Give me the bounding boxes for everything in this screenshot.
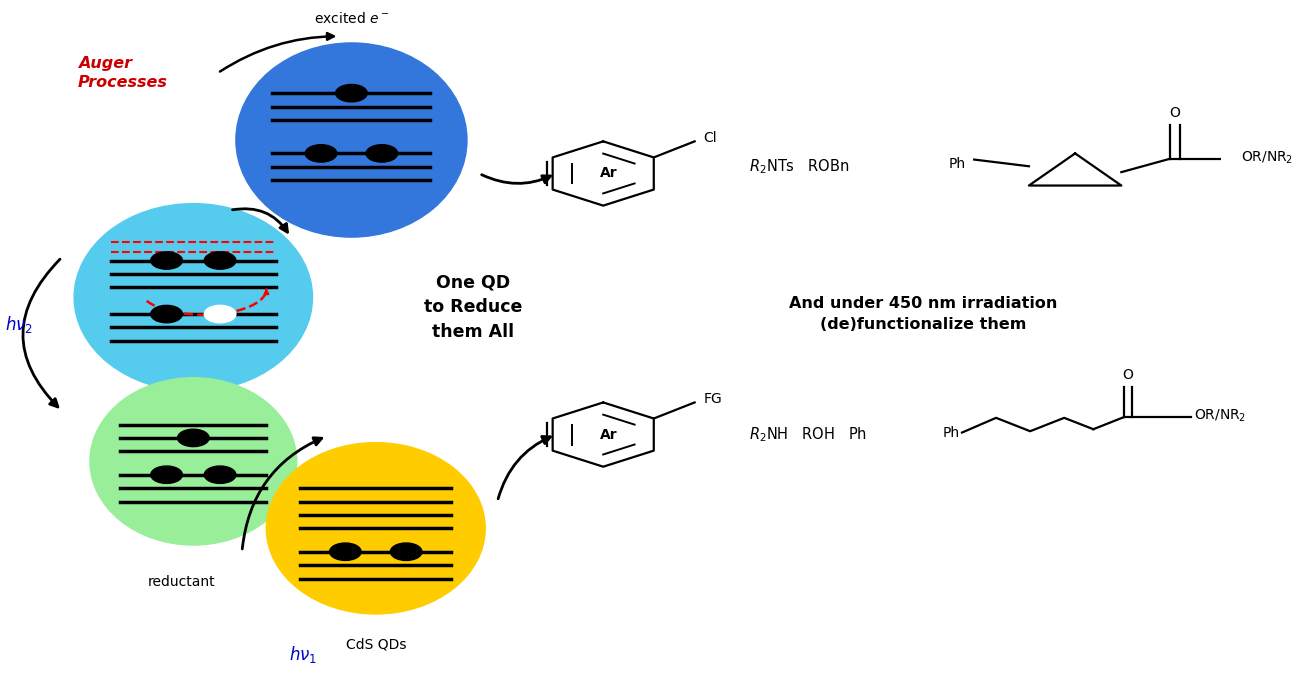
Text: OR/NR$_2$: OR/NR$_2$ [1240,149,1292,165]
Text: CdS QDs: CdS QDs [345,637,406,651]
Circle shape [151,305,182,323]
Text: Cl: Cl [703,131,717,145]
Circle shape [204,305,236,323]
Text: FG: FG [703,392,722,406]
Text: Ar: Ar [601,427,618,441]
Ellipse shape [90,378,297,545]
Text: OR/NR$_2$: OR/NR$_2$ [1194,408,1247,424]
Text: Ph: Ph [942,425,960,439]
Circle shape [305,144,337,162]
Text: $h\nu_2$: $h\nu_2$ [5,314,34,335]
Text: $R_2$NTs   ROBn: $R_2$NTs ROBn [749,157,850,176]
Ellipse shape [236,43,466,237]
Text: $R_2$NH   ROH   Ph: $R_2$NH ROH Ph [749,425,867,444]
Circle shape [151,466,182,483]
Circle shape [366,144,398,162]
Text: One QD
to Reduce
them All: One QD to Reduce them All [424,273,522,342]
Circle shape [151,252,182,269]
Ellipse shape [266,443,486,614]
Circle shape [204,466,236,483]
Ellipse shape [74,204,313,391]
Text: $h\nu_1$: $h\nu_1$ [288,644,317,665]
Text: reductant: reductant [147,575,214,589]
Text: O: O [1169,106,1181,120]
Circle shape [336,84,367,102]
Text: And under 450 nm irradiation
(de)functionalize them: And under 450 nm irradiation (de)functio… [789,296,1057,332]
Text: Ar: Ar [601,167,618,180]
Circle shape [204,252,236,269]
Circle shape [177,429,209,447]
Text: Auger
Processes: Auger Processes [78,56,168,90]
Text: excited $e^-$: excited $e^-$ [314,11,389,26]
Text: Ph: Ph [948,157,965,171]
Text: O: O [1121,369,1133,382]
Circle shape [329,543,362,560]
Circle shape [390,543,422,560]
